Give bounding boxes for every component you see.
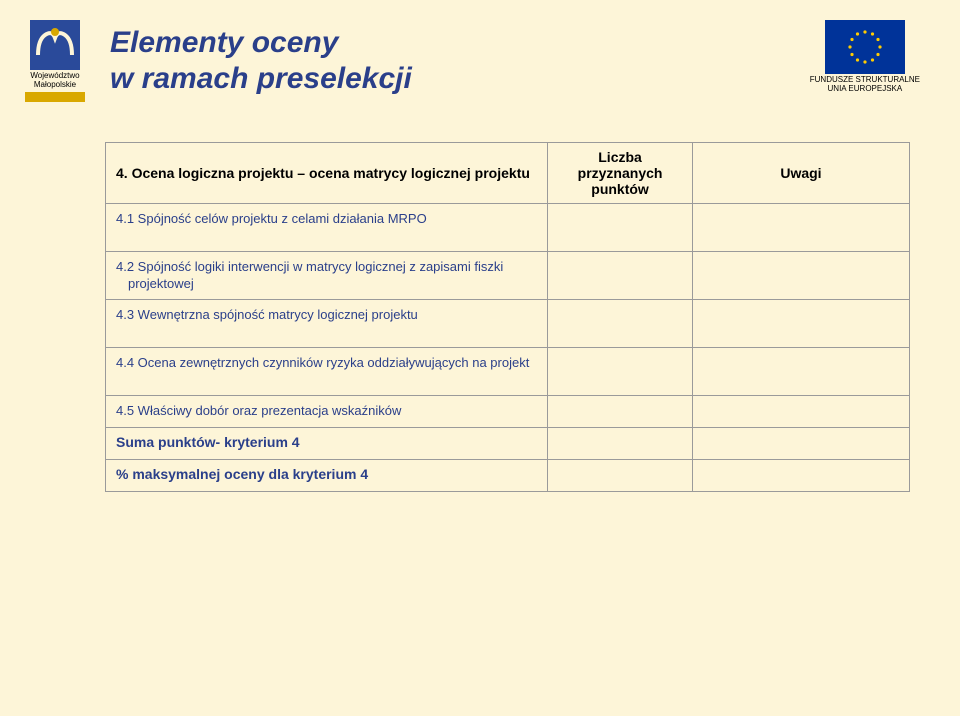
table-cell: 4.4 Ocena zewnętrznych czynników ryzyka … [106,347,548,395]
table-cell [548,347,693,395]
table-cell: Suma punktów- kryterium 4 [106,427,548,459]
table-cell [548,459,693,491]
table-row: Suma punktów- kryterium 4 [106,427,910,459]
table-cell [692,251,909,299]
table-cell: 4.2 Spójność logiki interwencji w matryc… [106,251,548,299]
th-notes: Uwagi [692,142,909,203]
table-cell [692,299,909,347]
logo-text: Województwo Małopolskie [30,72,79,90]
table-cell [548,203,693,251]
table-row: 4.4 Ocena zewnętrznych czynników ryzyka … [106,347,910,395]
table-cell [548,395,693,427]
eu-flag-icon [825,20,905,74]
th-points: Liczba przyznanych punktów [548,142,693,203]
table-cell [692,395,909,427]
table-header-row: 4. Ocena logiczna projektu – ocena matry… [106,142,910,203]
title-line1: Elementy oceny [110,25,412,61]
header: Województwo Małopolskie Elementy oceny w… [0,0,960,112]
left-header: Województwo Małopolskie Elementy oceny w… [20,20,412,102]
table-cell [548,427,693,459]
table-cell: 4.3 Wewnętrzna spójność matrycy logiczne… [106,299,548,347]
evaluation-table: 4. Ocena logiczna projektu – ocena matry… [105,142,910,492]
table-cell [692,203,909,251]
table-row: 4.1 Spójność celów projektu z celami dzi… [106,203,910,251]
right-header: FUNDUSZE STRUKTURALNE UNIA EUROPEJSKA [810,20,920,94]
title-line2: w ramach preselekcji [110,61,412,97]
logo-malopolskie: Województwo Małopolskie [20,20,90,102]
table-cell: 4.1 Spójność celów projektu z celami dzi… [106,203,548,251]
table-cell: % maksymalnej oceny dla kryterium 4 [106,459,548,491]
table-cell [548,299,693,347]
table-row: 4.2 Spójność logiki interwencji w matryc… [106,251,910,299]
table-row: 4.3 Wewnętrzna spójność matrycy logiczne… [106,299,910,347]
table-row: % maksymalnej oceny dla kryterium 4 [106,459,910,491]
logo-text-line2: Małopolskie [30,81,79,90]
table-cell [692,459,909,491]
eu-caption: FUNDUSZE STRUKTURALNE UNIA EUROPEJSKA [810,76,920,94]
th-criterion: 4. Ocena logiczna projektu – ocena matry… [106,142,548,203]
malopolskie-crest-icon [30,20,80,70]
table-cell: 4.5 Właściwy dobór oraz prezentacja wska… [106,395,548,427]
eu-caption-line2: UNIA EUROPEJSKA [810,85,920,94]
logo-bar [25,92,85,102]
content: 4. Ocena logiczna projektu – ocena matry… [0,112,960,512]
table-body: 4.1 Spójność celów projektu z celami dzi… [106,203,910,491]
page-title: Elementy oceny w ramach preselekcji [110,25,412,97]
table-cell [692,347,909,395]
table-cell [692,427,909,459]
table-row: 4.5 Właściwy dobór oraz prezentacja wska… [106,395,910,427]
table-cell [548,251,693,299]
